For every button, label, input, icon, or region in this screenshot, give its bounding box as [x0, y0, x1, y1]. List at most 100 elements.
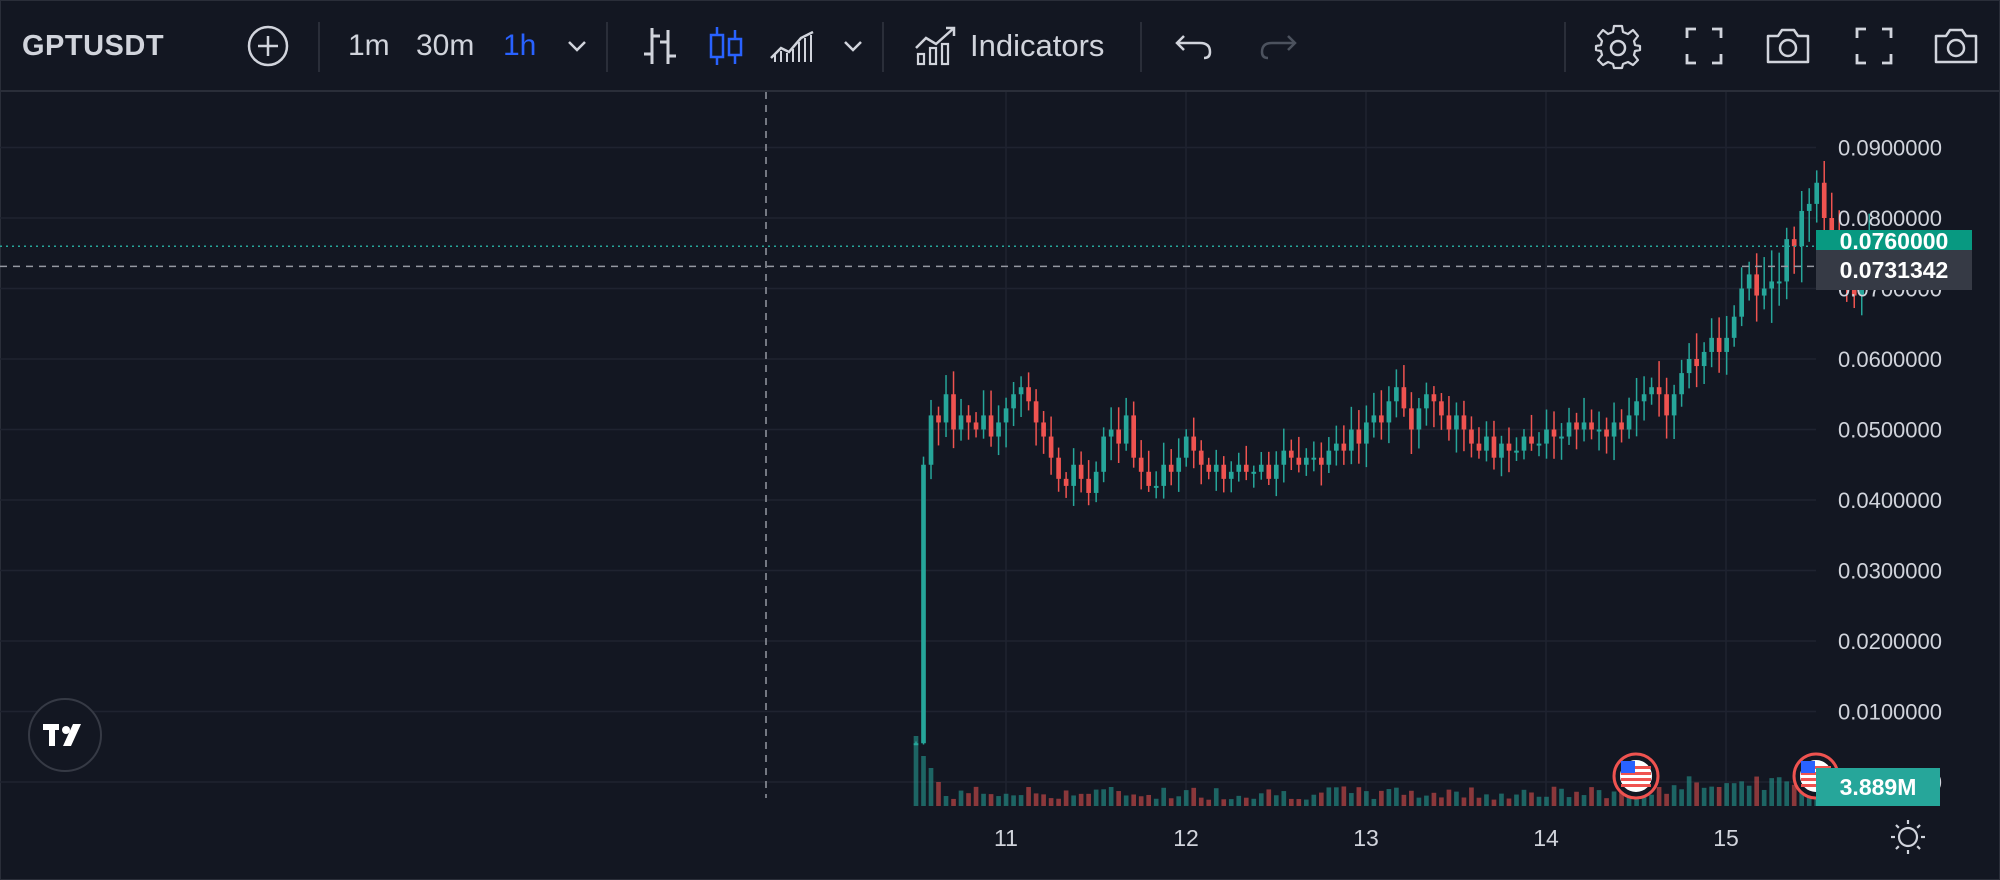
volume-bar	[1431, 792, 1437, 806]
candle-body	[1424, 394, 1429, 409]
candle-body	[1851, 288, 1857, 296]
candle-body	[1011, 394, 1016, 409]
candle-body	[1634, 401, 1639, 416]
fullscreen-button[interactable]	[1680, 0, 1728, 92]
symbol-search-button[interactable]: GPTUSDT	[22, 29, 165, 62]
volume-bar	[1544, 796, 1549, 806]
volume-bar	[1709, 786, 1714, 806]
volume-bar	[1213, 788, 1219, 806]
candle-body	[1198, 450, 1204, 465]
chevron-down-icon	[568, 41, 586, 52]
interval-30m-button[interactable]: 30m	[416, 29, 475, 62]
date-tick-label: 15	[1713, 825, 1739, 851]
compare-symbol-button[interactable]	[244, 0, 292, 92]
volume-bar	[936, 782, 941, 806]
plus-circle-icon	[247, 25, 289, 67]
candle-body	[1296, 457, 1302, 465]
volume-bar	[1551, 786, 1557, 806]
area-style-button[interactable]	[768, 0, 816, 92]
interval-1h-button[interactable]: 1h	[503, 29, 537, 62]
volume-bar	[1694, 782, 1699, 806]
screenshot-button-2[interactable]	[1930, 0, 1982, 92]
candle-body	[943, 394, 949, 423]
candle-body	[1671, 394, 1677, 416]
volume-bar	[1153, 798, 1159, 806]
candle-body	[966, 415, 971, 423]
volume-bar	[1161, 787, 1167, 806]
tradingview-logo-icon	[43, 724, 81, 746]
bars-style-button[interactable]	[636, 0, 684, 92]
time-axis-settings-icon[interactable]	[1891, 820, 1925, 854]
candle-body	[1664, 394, 1669, 416]
volume-bar	[1318, 792, 1324, 806]
candle-body	[1716, 337, 1722, 352]
volume-bar	[1581, 795, 1587, 806]
candle-body	[1581, 422, 1587, 430]
candle-body	[1206, 464, 1212, 472]
volume-bar	[1574, 791, 1579, 806]
candle-body	[1409, 408, 1414, 430]
candle-body	[1033, 401, 1039, 423]
time-axis[interactable]: 11 12 13 14 15	[994, 820, 1925, 854]
volume-bar	[1626, 794, 1632, 806]
fullscreen-button-2[interactable]	[1850, 0, 1898, 92]
screenshot-button[interactable]	[1762, 0, 1814, 92]
volume-bar	[1168, 798, 1174, 806]
candle-body	[1761, 288, 1767, 296]
volume-bar	[1499, 793, 1504, 806]
volume-bar	[921, 756, 926, 806]
volume-bar	[1476, 797, 1482, 806]
candle-body	[1484, 436, 1489, 451]
candle-body	[1101, 436, 1106, 472]
candles-style-button[interactable]	[702, 0, 750, 92]
candle-body	[1063, 478, 1069, 486]
candle-body	[1514, 450, 1519, 453]
volume-bar	[958, 790, 964, 806]
volume-bar	[1341, 786, 1347, 806]
volume-bar	[943, 796, 949, 806]
candle-body	[1213, 464, 1219, 472]
interval-dropdown-button[interactable]	[562, 0, 592, 92]
chart-style-dropdown-button[interactable]	[838, 0, 868, 92]
price-chart[interactable]: 0.09000000.08000000.07000000.06000000.05…	[0, 92, 2000, 880]
candle-body	[973, 422, 979, 430]
us-flag-icon[interactable]	[1612, 752, 1660, 800]
volume-bar	[988, 794, 994, 806]
candle-body	[1626, 415, 1632, 430]
candle-body	[1176, 457, 1182, 472]
indicators-button[interactable]: Indicators	[914, 0, 1104, 92]
settings-button[interactable]	[1592, 0, 1644, 92]
volume-bar	[1589, 787, 1594, 806]
candle-body	[1138, 457, 1144, 472]
toolbar-divider	[318, 22, 320, 72]
volume-bar	[1281, 791, 1287, 806]
candle-body	[1611, 422, 1617, 437]
candle-body	[1078, 464, 1084, 479]
price-tick-label: 0.0200000	[1838, 629, 1942, 654]
toolbar: GPTUSDT 1m 30m 1h	[0, 0, 2000, 92]
volume-bar	[1514, 794, 1519, 806]
undo-button[interactable]	[1170, 0, 1218, 92]
candle-body	[1183, 436, 1189, 458]
volume-bar	[1176, 796, 1182, 806]
candle-body	[981, 415, 986, 430]
candle-body	[1161, 464, 1167, 486]
redo-button[interactable]	[1254, 0, 1302, 92]
interval-1m-button[interactable]: 1m	[348, 29, 390, 62]
volume-bar	[1003, 793, 1009, 806]
candle-body	[1776, 281, 1782, 284]
candle-body	[936, 415, 941, 423]
fullscreen-icon	[1685, 27, 1723, 65]
redo-icon	[1260, 35, 1297, 60]
tradingview-logo[interactable]	[28, 698, 102, 772]
candle-body	[1821, 182, 1827, 218]
candle-body	[1521, 436, 1527, 451]
candle-body	[1589, 422, 1594, 430]
candle-body	[1469, 429, 1474, 444]
volume-bar	[928, 768, 934, 806]
candle-body	[1334, 443, 1339, 451]
volume-bar	[1446, 789, 1452, 806]
candle-body	[1799, 210, 1805, 247]
volume-bar	[973, 786, 979, 806]
candle-body	[1108, 429, 1114, 437]
